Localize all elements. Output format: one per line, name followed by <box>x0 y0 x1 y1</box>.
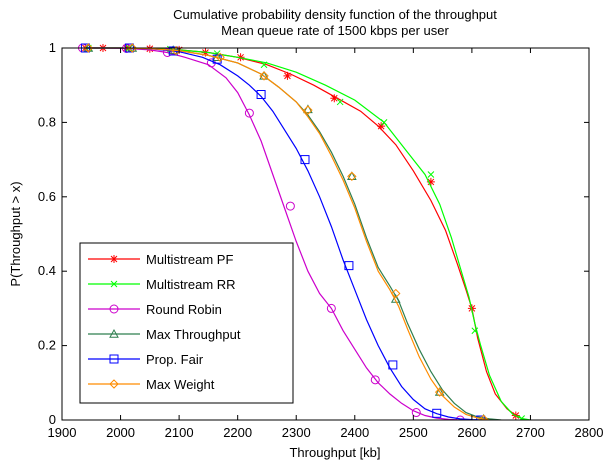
x-tick-label: 2400 <box>340 425 369 440</box>
x-tick-label: 2200 <box>223 425 252 440</box>
x-tick-label: 2500 <box>399 425 428 440</box>
plot-frame <box>61 47 590 421</box>
legend-box <box>79 242 294 404</box>
legend-label: Round Robin <box>146 302 222 317</box>
legend-item-1: Multistream RR <box>88 277 236 292</box>
series-line-5 <box>88 47 490 420</box>
x-tick-label: 2300 <box>282 425 311 440</box>
legend-label: Max Weight <box>146 377 215 392</box>
series-5-point-8 <box>434 387 445 397</box>
series-4-point-9 <box>476 415 486 420</box>
series-2-point-4 <box>244 108 254 118</box>
x-tick-label: 2600 <box>457 425 486 440</box>
x-tick-label: 2000 <box>106 425 135 440</box>
series-2-point-5 <box>285 201 295 211</box>
legend-label: Max Throughput <box>146 327 241 342</box>
series-line-4 <box>85 47 484 420</box>
series-2-point-6 <box>326 303 336 313</box>
chart-title: Cumulative probability density function … <box>173 7 497 22</box>
y-tick-label: 1 <box>49 40 56 55</box>
series-4-point-4 <box>256 90 266 99</box>
legend-item-2: Round Robin <box>88 302 222 317</box>
legend-label: Multistream RR <box>146 277 236 292</box>
series-3-point-4 <box>259 70 269 80</box>
legend: Multistream PF Multistream RR Round Robin M… <box>79 242 294 404</box>
legend-item-5: Max Weight <box>88 377 215 392</box>
series-3-point-8 <box>434 387 445 396</box>
series-5-point-9 <box>478 414 489 420</box>
y-tick-label: 0.8 <box>38 114 56 129</box>
legend-marker-2 <box>109 304 119 314</box>
series-5-point-3 <box>215 52 225 63</box>
x-tick-label: 1900 <box>48 425 77 440</box>
x-axis-label: Throughput [kb] <box>289 445 380 460</box>
series-5-point-0 <box>83 43 94 53</box>
series-4-point-5 <box>300 155 310 165</box>
x-tick-label: 2700 <box>516 425 545 440</box>
series-3-point-7 <box>390 294 401 303</box>
series-5-point-4 <box>259 71 269 81</box>
series-4-point-8 <box>432 408 442 418</box>
series-2-point-7 <box>370 375 380 385</box>
legend-marker-1 <box>110 280 118 288</box>
y-tick-label: 0 <box>49 412 56 427</box>
legend-marker-0 <box>110 255 118 263</box>
legend-marker-5 <box>109 379 119 389</box>
x-tick-label: 2800 <box>575 425 604 440</box>
series-5-point-5 <box>303 105 313 115</box>
series-5-point-1 <box>127 43 137 53</box>
series-5-point-6 <box>347 171 357 182</box>
series-0-point-7 <box>283 71 292 80</box>
series-0-point-9 <box>377 122 386 131</box>
series-2-point-8 <box>411 408 421 418</box>
series-4-point-7 <box>388 360 398 370</box>
series-1-point-5 <box>336 98 344 106</box>
legend-label: Prop. Fair <box>146 352 204 367</box>
series-0-point-8 <box>330 94 339 103</box>
series-2-point-9 <box>455 415 465 420</box>
series-0-point-10 <box>426 177 435 186</box>
legend-item-4: Prop. Fair <box>88 352 204 367</box>
chart-subtitle: Mean queue rate of 1500 kbps per user <box>221 23 449 38</box>
legend-marker-3 <box>109 328 119 338</box>
axes: 1900 2000 2100 2200 2300 2400 2500 2600 2700 2800… <box>38 40 604 440</box>
y-axis-label: P(Throughput > x) <box>8 181 23 286</box>
series-3-point-5 <box>303 104 313 114</box>
series-1-point-9 <box>518 415 526 420</box>
series-1-point-7 <box>427 171 435 178</box>
legend-item-3: Max Throughput <box>88 327 241 342</box>
series-3-point-6 <box>347 171 357 181</box>
series-1-point-8 <box>471 327 479 335</box>
y-tick-label: 0.4 <box>38 263 56 278</box>
legend-item-0: Multistream PF <box>88 252 233 267</box>
x-tick-label: 2100 <box>165 425 194 440</box>
legend-label: Multistream PF <box>146 252 233 267</box>
y-tick-label: 0.6 <box>38 189 56 204</box>
series-1-point-6 <box>380 119 388 126</box>
series-5-point-7 <box>391 288 401 299</box>
y-tick-label: 0.2 <box>38 338 56 353</box>
series-4-point-6 <box>344 261 354 271</box>
legend-marker-4 <box>109 354 119 364</box>
series-1-point-4 <box>260 61 268 69</box>
